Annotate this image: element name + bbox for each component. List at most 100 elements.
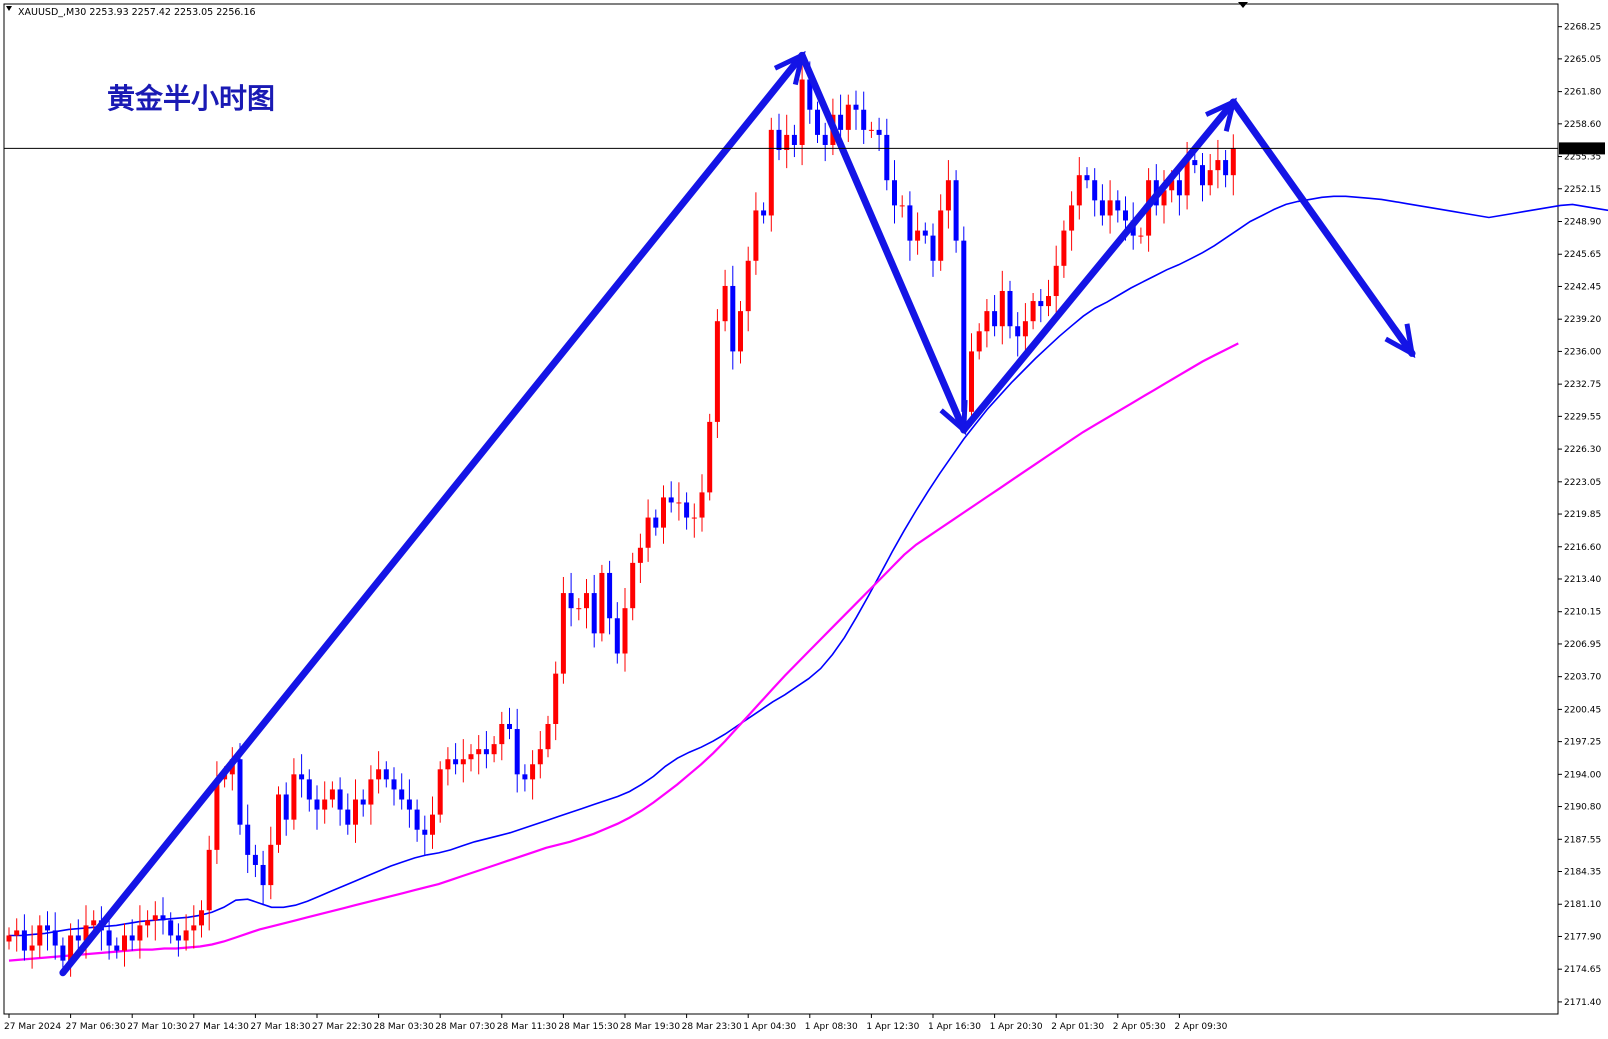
- candle-body: [738, 311, 743, 352]
- candle-body: [645, 517, 651, 548]
- x-tick-label: 1 Apr 04:30: [743, 1022, 796, 1032]
- candle-body: [853, 104, 859, 110]
- candle-body: [568, 593, 574, 609]
- candle-body: [1038, 301, 1044, 307]
- x-tick-label: 28 Mar 07:30: [435, 1022, 495, 1032]
- candle-body: [122, 935, 127, 951]
- moving-average-line: [9, 195, 1608, 937]
- candle-body: [21, 930, 27, 951]
- candle-body: [514, 729, 520, 775]
- candle-body: [1115, 200, 1121, 211]
- candle-body: [468, 754, 474, 760]
- candle-body: [537, 749, 543, 765]
- candle-body: [1230, 148, 1236, 176]
- candle-body: [707, 421, 713, 493]
- price-axis[interactable]: 2268.25 2265.05 2261.80 2258.60 2255.35 2252.…: [1558, 23, 1601, 1008]
- candle-body: [699, 492, 705, 518]
- y-tick-label: 2210.15: [1564, 608, 1601, 618]
- candle-body: [637, 547, 643, 563]
- x-tick-label: 1 Apr 16:30: [928, 1022, 981, 1032]
- y-tick-label: 2245.65: [1564, 250, 1601, 260]
- candle-body: [283, 794, 289, 820]
- candle-body: [730, 285, 736, 352]
- candle-body: [152, 915, 158, 921]
- candle-body: [622, 608, 628, 654]
- plot-frame: [3, 3, 1559, 1015]
- trend-arrows: [59, 50, 1416, 977]
- candle-body: [584, 593, 589, 609]
- candle-body: [768, 129, 774, 216]
- x-tick-label: 27 Mar 18:30: [250, 1022, 310, 1032]
- candle-body: [1207, 170, 1213, 186]
- trend-arrow: [798, 51, 968, 434]
- candle-body: [483, 749, 489, 755]
- y-tick-label: 2223.05: [1564, 478, 1601, 488]
- candle-body: [1123, 210, 1128, 221]
- candle-body: [299, 774, 305, 780]
- candle-body: [383, 769, 389, 780]
- candle-body: [268, 844, 274, 886]
- candle-body: [460, 759, 466, 765]
- x-tick-label: 1 Apr 08:30: [805, 1022, 858, 1032]
- candle-body: [684, 502, 690, 518]
- candle-body: [838, 114, 844, 130]
- candle-body: [1161, 190, 1167, 206]
- candle-body: [322, 799, 328, 810]
- price-tag-bg: [1559, 142, 1605, 155]
- candle-body: [722, 285, 728, 322]
- candle-body: [761, 210, 767, 216]
- candle-body: [1176, 180, 1182, 196]
- trend-arrow: [59, 51, 806, 977]
- time-axis[interactable]: 27 Mar 2024 27 Mar 06:30 27 Mar 10:30 27 Ma…: [4, 1014, 1228, 1032]
- candle-body: [1069, 205, 1075, 231]
- shift-marker-icon[interactable]: [1238, 2, 1248, 8]
- candle-body: [29, 945, 35, 951]
- y-tick-label: 2213.40: [1564, 575, 1601, 585]
- y-tick-label: 2200.45: [1564, 705, 1601, 715]
- candle-body: [437, 769, 443, 815]
- y-tick-label: 2226.30: [1564, 445, 1601, 455]
- y-tick-label: 2187.55: [1564, 835, 1601, 845]
- x-tick-label: 28 Mar 15:30: [558, 1022, 618, 1032]
- candle-body: [1053, 265, 1059, 297]
- x-tick-label: 1 Apr 12:30: [866, 1022, 919, 1032]
- candle-body: [476, 749, 482, 755]
- x-tick-label: 1 Apr 20:30: [990, 1022, 1043, 1032]
- candle-body: [137, 925, 143, 941]
- candle-body: [414, 809, 420, 830]
- candle-body: [861, 109, 867, 130]
- candle-body: [1015, 326, 1021, 337]
- candle-body: [807, 79, 813, 110]
- candle-body: [291, 774, 297, 820]
- candle-body: [976, 331, 982, 352]
- y-tick-label: 2206.95: [1564, 640, 1601, 650]
- arrow-head: [1384, 323, 1416, 359]
- candle-body: [199, 910, 204, 926]
- y-tick-label: 2181.10: [1564, 900, 1601, 910]
- y-tick-label: 2232.75: [1564, 380, 1601, 390]
- candle-body: [1046, 296, 1051, 307]
- candle-body: [915, 230, 921, 241]
- y-tick-label: 2261.80: [1564, 88, 1601, 98]
- candle-body: [276, 794, 281, 845]
- y-tick-label: 2265.05: [1564, 55, 1601, 65]
- y-tick-label: 2219.85: [1564, 510, 1601, 520]
- y-tick-label: 2203.70: [1564, 673, 1601, 683]
- candle-body: [445, 759, 451, 770]
- candle-body: [668, 497, 674, 503]
- x-tick-label: 27 Mar 2024: [4, 1022, 61, 1032]
- candle-body: [175, 935, 181, 941]
- candle-body: [530, 764, 536, 780]
- candle-body: [791, 134, 797, 145]
- candle-body: [337, 789, 343, 810]
- dropdown-triangle-icon[interactable]: [6, 6, 12, 11]
- candle-body: [83, 925, 89, 941]
- candle-body: [1215, 160, 1221, 171]
- candle-body: [969, 351, 974, 412]
- candle-body: [314, 799, 320, 810]
- candle-body: [75, 935, 81, 941]
- y-tick-label: 2229.55: [1564, 412, 1601, 422]
- candle-body: [52, 930, 58, 946]
- x-tick-label: 28 Mar 11:30: [497, 1022, 557, 1032]
